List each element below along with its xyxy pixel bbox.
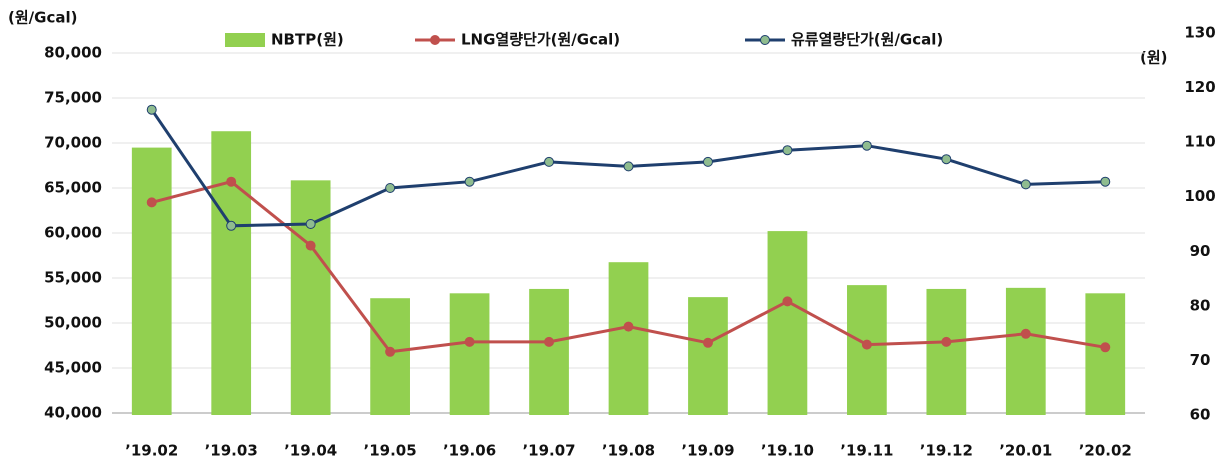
- y2-axis-label: (원): [1140, 49, 1168, 67]
- bar: [1085, 293, 1126, 415]
- x-tick-label: ’19.09: [681, 442, 734, 460]
- x-tick-label: ’20.01: [999, 442, 1052, 460]
- bar: [131, 147, 172, 415]
- y-tick-label: 50,000: [44, 314, 102, 332]
- marker: [782, 296, 793, 307]
- marker: [861, 140, 872, 151]
- y-axis-label: (원/Gcal): [8, 9, 77, 27]
- marker: [702, 156, 713, 167]
- x-tick-label: ’19.03: [205, 442, 258, 460]
- x-tick-label: ’19.08: [602, 442, 655, 460]
- marker: [544, 336, 555, 347]
- y2-tick-label: 130: [1184, 24, 1215, 42]
- x-tick-label: ’20.02: [1079, 442, 1132, 460]
- x-tick-label: ’19.05: [364, 442, 417, 460]
- marker: [305, 240, 316, 251]
- y2-tick-label: 110: [1184, 133, 1215, 151]
- x-tick-label: ’19.04: [284, 442, 337, 460]
- y-tick-label: 60,000: [44, 224, 102, 242]
- bar: [688, 297, 728, 415]
- y-tick-label: 55,000: [44, 269, 102, 287]
- marker: [146, 104, 157, 115]
- y2-tick-label: 60: [1190, 406, 1211, 424]
- y2-tick-label: 120: [1184, 78, 1215, 96]
- y-tick-label: 45,000: [44, 359, 102, 377]
- x-tick-label: ’19.07: [522, 442, 575, 460]
- y2-tick-label: 80: [1190, 296, 1211, 314]
- bar: [211, 131, 252, 415]
- x-tick-label: ’19.02: [125, 442, 178, 460]
- marker: [941, 336, 952, 347]
- y-tick-label: 80,000: [44, 44, 102, 62]
- marker: [1100, 342, 1111, 353]
- legend-label: 유류열량단가(원/Gcal): [791, 31, 943, 49]
- marker: [941, 154, 952, 165]
- bar: [608, 262, 649, 415]
- marker: [385, 346, 396, 357]
- marker: [1100, 176, 1111, 187]
- legend-label: LNG열량단가(원/Gcal): [461, 31, 620, 49]
- bar: [926, 288, 967, 415]
- marker: [464, 176, 475, 187]
- marker: [1020, 328, 1031, 339]
- legend-swatch: [430, 35, 440, 45]
- bar: [449, 293, 490, 415]
- bar: [529, 288, 569, 415]
- y-tick-label: 65,000: [44, 179, 102, 197]
- y2-tick-label: 70: [1190, 351, 1211, 369]
- legend-swatch: [225, 33, 265, 47]
- y-tick-label: 70,000: [44, 134, 102, 152]
- marker: [861, 339, 872, 350]
- marker: [305, 219, 316, 229]
- bar: [847, 285, 887, 415]
- y2-tick-label: 90: [1190, 242, 1211, 260]
- marker: [464, 336, 475, 347]
- marker: [623, 321, 634, 332]
- marker: [1020, 179, 1031, 190]
- marker: [623, 161, 634, 172]
- bar: [767, 231, 808, 415]
- y-tick-label: 75,000: [44, 89, 102, 107]
- bar: [290, 180, 331, 415]
- x-tick-label: ’19.12: [920, 442, 973, 460]
- marker: [544, 156, 555, 167]
- bar: [1005, 287, 1046, 415]
- marker: [702, 337, 713, 348]
- legend-label: NBTP(원): [271, 31, 344, 49]
- x-tick-label: ’19.11: [840, 442, 893, 460]
- marker: [146, 197, 157, 208]
- marker: [385, 183, 396, 193]
- marker: [782, 145, 793, 156]
- marker: [226, 176, 237, 187]
- y2-tick-label: 100: [1184, 187, 1215, 205]
- y-tick-label: 40,000: [44, 404, 102, 422]
- marker: [226, 220, 237, 231]
- x-tick-label: ’19.06: [443, 442, 496, 460]
- x-tick-label: ’19.10: [761, 442, 814, 460]
- legend-swatch: [760, 35, 770, 45]
